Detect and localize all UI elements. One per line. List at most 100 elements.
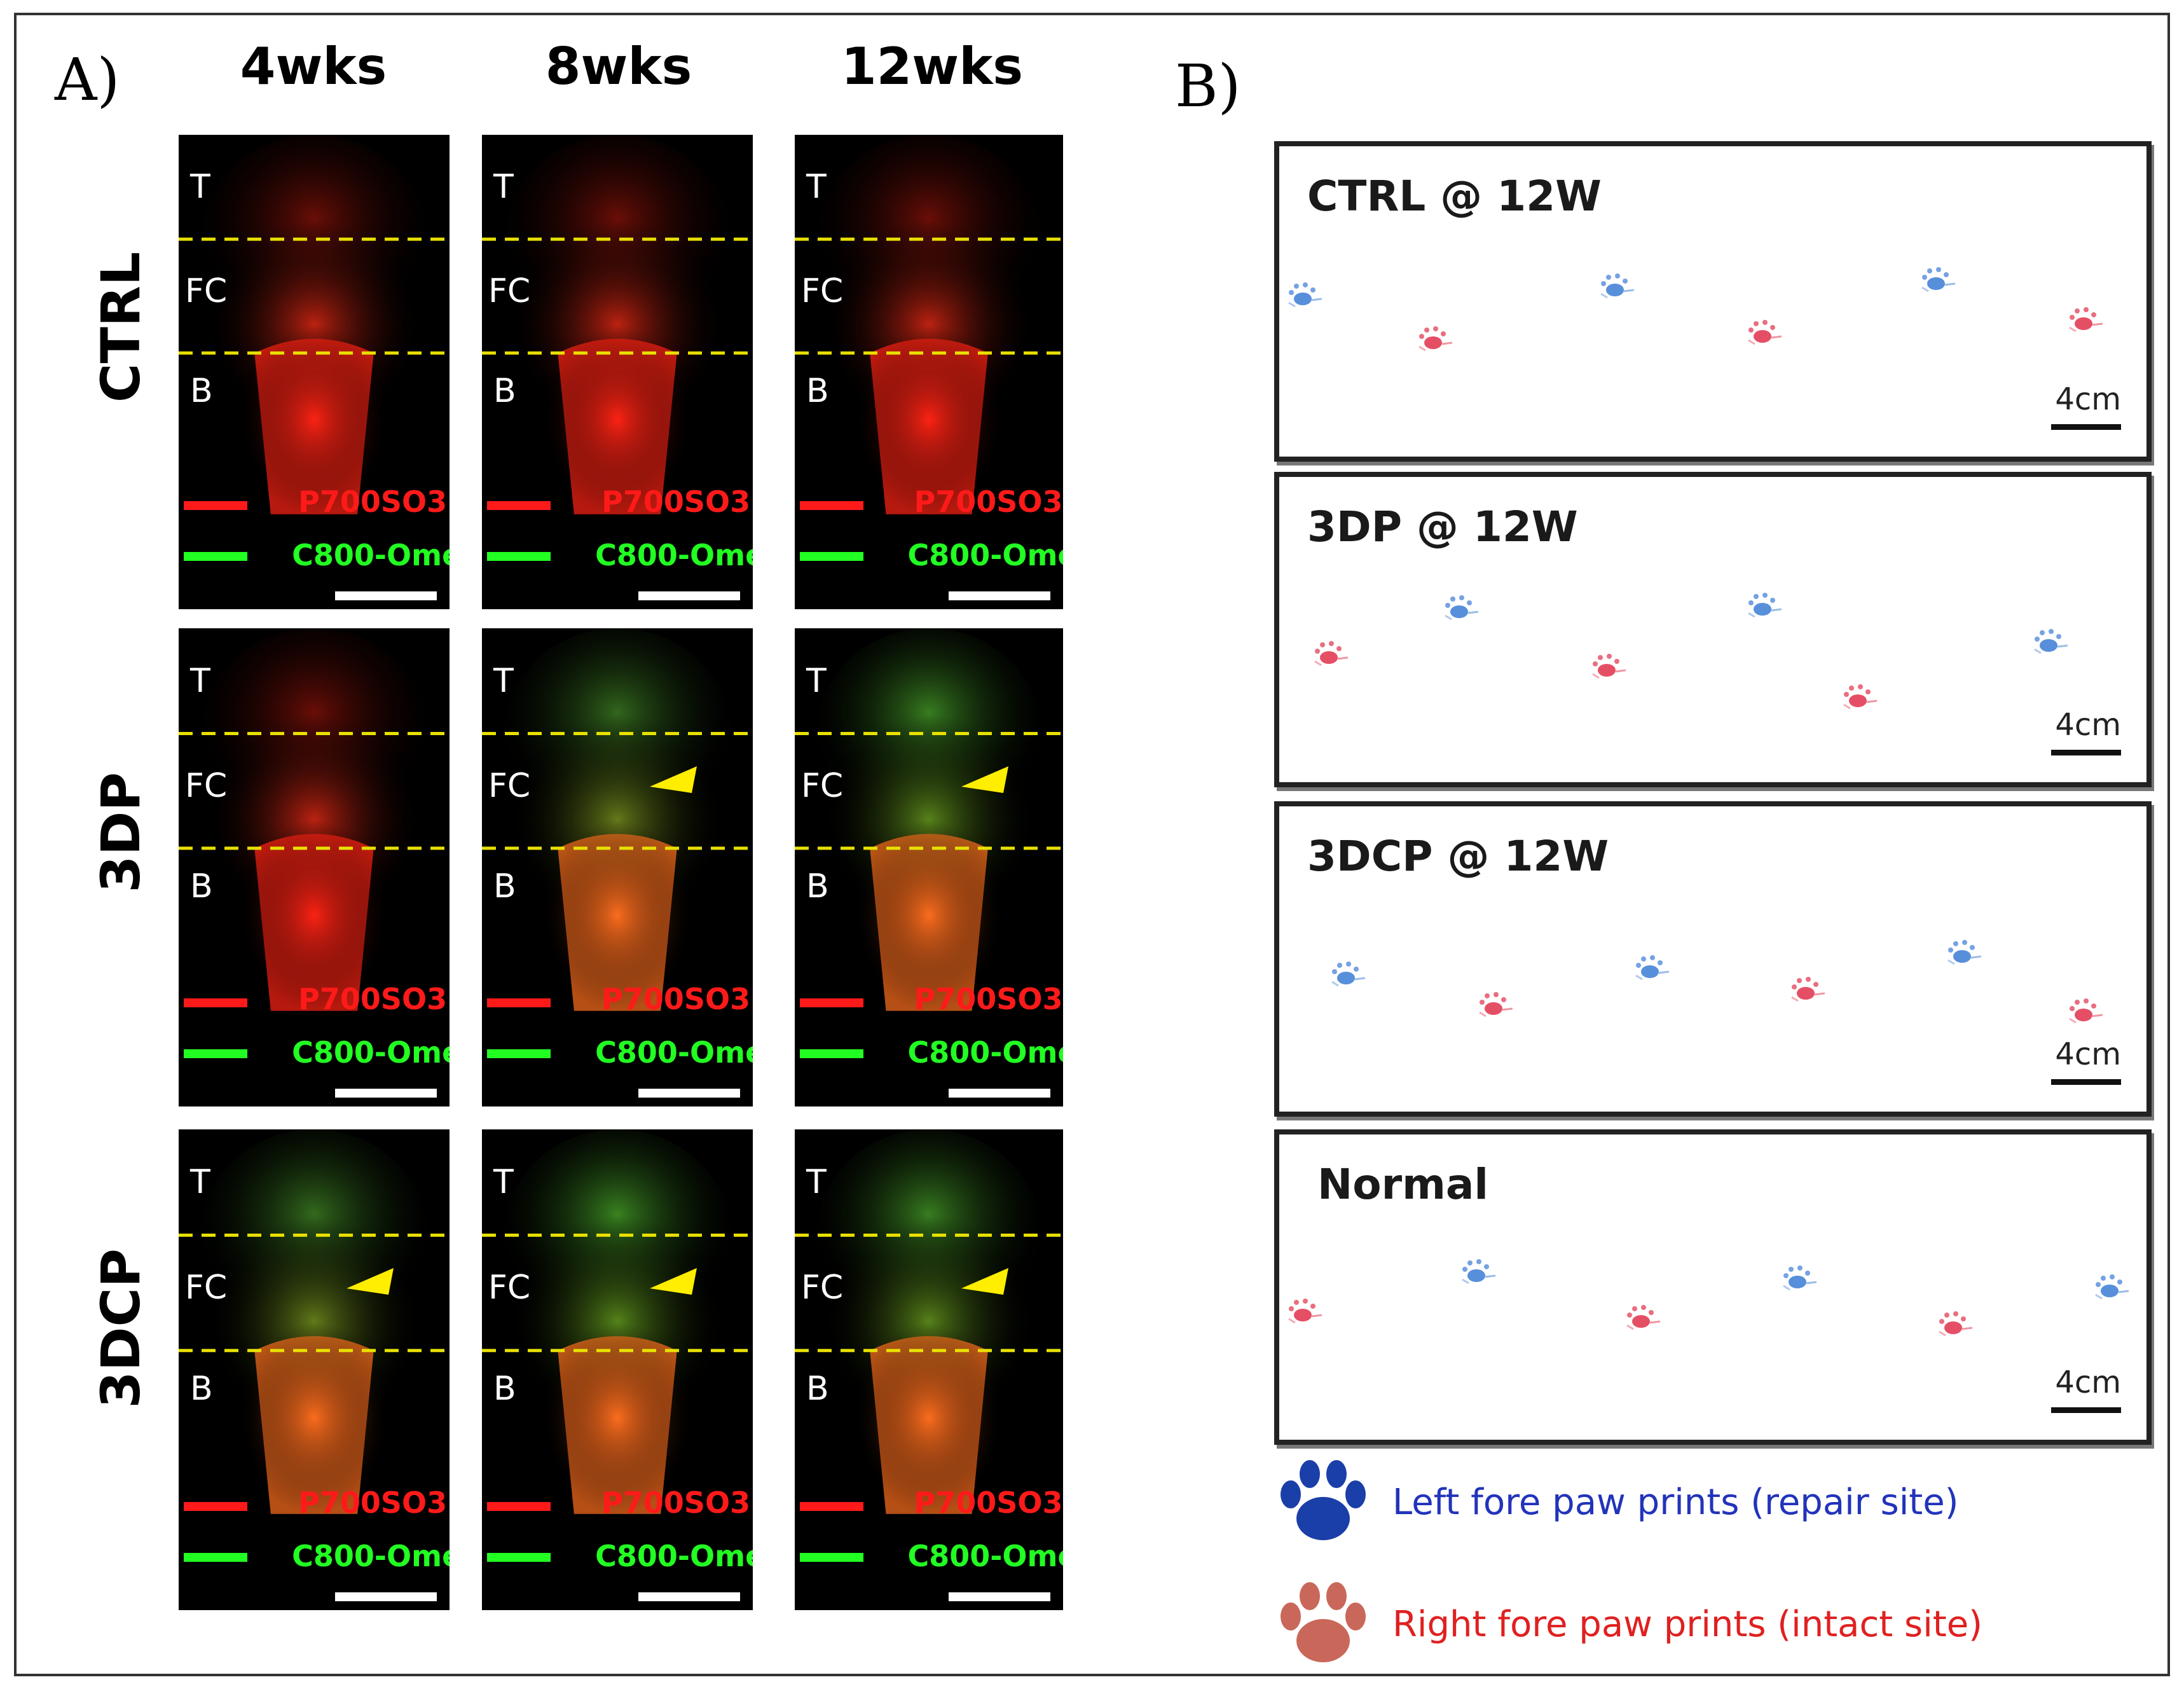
row-heading-3dp: 3DP [90,772,152,893]
zone-label-tendon: T [493,1163,514,1202]
scale-bar [335,1089,437,1098]
gait-scale-label: 4cm [2055,707,2121,743]
row-heading-ctrl: CTRL [90,251,152,403]
legend-swatch-green [184,552,247,561]
gait-box: CTRL @ 12W 4cm [1274,141,2152,462]
gait-scale-label: 4cm [2055,382,2121,417]
legend-label-p700so3: P700SO3 [601,1486,751,1520]
gait-box-title: 3DCP @ 12W [1307,832,1609,881]
fluorescence-image-ctrl-8wks: T FC B P700SO3 C800-Ome [482,135,753,609]
zone-label-fibrocartilage: FC [185,767,228,806]
legend-swatch-red [487,501,551,510]
zone-label-tendon: T [806,661,827,700]
zone-label-tendon: T [190,168,210,207]
legend-label-p700so3: P700SO3 [914,1486,1063,1520]
panel-b-letter: B) [1175,52,1241,120]
legend-label-p700so3: P700SO3 [601,485,751,519]
legend-label-p700so3: P700SO3 [601,982,751,1016]
legend-swatch-green [800,552,863,561]
zone-label-tendon: T [190,1163,210,1202]
paw-icon-blue [1281,1460,1366,1540]
zone-label-tendon: T [493,661,514,700]
zone-label-fibrocartilage: FC [185,272,228,311]
left-paw-print-icon [1284,280,1324,316]
legend-left-paw-label: Left fore paw prints (repair site) [1392,1481,1959,1523]
scale-bar [949,591,1050,600]
right-paw-print-icon [1474,989,1515,1026]
zone-label-fibrocartilage: FC [488,272,531,311]
right-paw-print-icon [1787,974,1827,1010]
column-heading-4wks: 4wks [240,37,387,96]
tissue-image [179,1129,450,1610]
legend-swatch-red [487,1502,551,1511]
column-heading-12wks: 12wks [841,37,1024,96]
legend-swatch-green [487,1553,551,1562]
zone-label-bone: B [806,1370,829,1409]
paw-icon-red [1281,1582,1366,1662]
gait-scale-label: 4cm [2055,1037,2121,1072]
legend-right-paw: Right fore paw prints (intact site) [1275,1580,1982,1669]
left-paw-print-icon [1743,590,1784,626]
zone-label-bone: B [806,371,829,410]
fluorescence-image-3dp-4wks: T FC B P700SO3 C800-Ome [179,628,450,1106]
gait-scale-bar [2051,1079,2121,1085]
left-paw-print-icon [1457,1257,1498,1293]
right-paw-print-icon [1622,1302,1663,1339]
tissue-image [795,628,1063,1106]
legend-swatch-green [184,1049,247,1058]
gait-box-title: CTRL @ 12W [1307,172,1602,221]
yellow-arrowhead-icon [961,762,1012,797]
legend-swatch-red [184,501,247,510]
gait-scale-bar [2051,1407,2121,1413]
legend-label-c800-ome: C800-Ome [907,1035,1063,1070]
scale-bar [335,1592,437,1601]
zone-label-fibrocartilage: FC [185,1269,228,1307]
tissue-image [482,628,753,1106]
column-heading-8wks: 8wks [545,37,692,96]
tissue-image [482,135,753,609]
legend-label-c800-ome: C800-Ome [595,1539,753,1573]
fluorescence-image-3dcp-4wks: T FC B P700SO3 C800-Ome [179,1129,450,1610]
gait-scale-label: 4cm [2055,1365,2121,1400]
zone-label-tendon: T [806,168,827,207]
zone-label-bone: B [190,1370,213,1409]
legend-swatch-green [800,1553,863,1562]
legend-label-c800-ome: C800-Ome [292,538,450,572]
scale-bar [638,591,740,600]
yellow-arrowhead-icon [961,1264,1012,1299]
tissue-image [482,1129,753,1610]
right-paw-print-icon [1310,638,1350,675]
legend-swatch-green [184,1553,247,1562]
left-paw-print-icon [1631,953,1672,989]
gait-scale-bar [2051,750,2121,755]
tissue-image [795,135,1063,609]
legend-swatch-red [800,501,863,510]
row-heading-3dcp: 3DCP [90,1248,152,1409]
legend-swatch-green [800,1049,863,1058]
legend-swatch-red [184,998,247,1007]
legend-label-c800-ome: C800-Ome [595,538,753,572]
tissue-image [795,1129,1063,1610]
zone-label-tendon: T [806,1163,827,1202]
legend-swatch-red [800,1502,863,1511]
legend-swatch-red [487,998,551,1007]
gait-box: 3DP @ 12W 4cm [1274,472,2152,787]
scale-bar [949,1592,1050,1601]
fluorescence-image-3dcp-8wks: T FC B P700SO3 C800-Ome [482,1129,753,1610]
scale-bar [949,1089,1050,1098]
figure-border [14,13,2170,1676]
zone-label-bone: B [190,371,213,410]
legend-swatch-green [487,1049,551,1058]
left-paw-print-icon [1596,271,1637,307]
legend-label-p700so3: P700SO3 [298,485,448,519]
legend-label-c800-ome: C800-Ome [595,1035,753,1070]
zone-label-fibrocartilage: FC [801,272,844,311]
gait-scale-bar [2051,424,2121,430]
legend-label-p700so3: P700SO3 [298,1486,448,1520]
legend-right-paw-label: Right fore paw prints (intact site) [1392,1603,1983,1645]
zone-label-bone: B [493,1370,516,1409]
right-paw-print-icon [2064,996,2105,1032]
zone-label-bone: B [190,867,213,906]
scale-bar [335,591,437,600]
